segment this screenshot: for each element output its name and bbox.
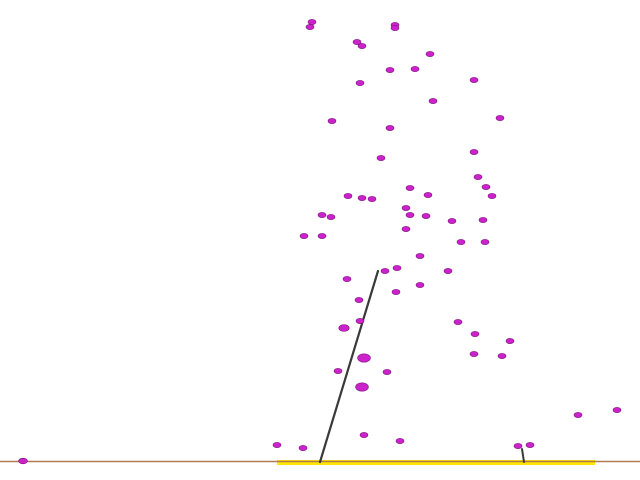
actors [318, 269, 525, 464]
particle [425, 51, 435, 57]
ground-pad [277, 460, 595, 465]
particle [317, 212, 327, 218]
particle [392, 265, 402, 271]
particle [473, 174, 483, 180]
particle [423, 192, 433, 198]
particle [367, 196, 377, 202]
particle [405, 185, 415, 191]
particle [487, 193, 497, 199]
particle [443, 268, 453, 274]
particle [352, 39, 362, 45]
particle [342, 276, 352, 282]
particle [357, 353, 371, 363]
particle [401, 205, 411, 211]
particle [305, 24, 315, 30]
particle [354, 297, 364, 303]
particle [480, 239, 490, 245]
particle [299, 233, 309, 239]
particle [453, 319, 463, 325]
particle [326, 214, 336, 220]
particle [470, 331, 480, 337]
particle [355, 382, 369, 392]
particle [385, 67, 395, 73]
particle [573, 412, 583, 418]
pole [318, 269, 380, 464]
particle [505, 338, 515, 344]
particle [18, 457, 28, 465]
particle [382, 369, 392, 375]
particle [338, 324, 350, 332]
particle [415, 282, 425, 288]
particle [355, 318, 365, 324]
particle [357, 195, 367, 201]
particle [327, 118, 337, 124]
particle [385, 125, 395, 131]
particle [272, 442, 282, 448]
particle [478, 217, 488, 223]
particle [405, 212, 415, 218]
particle [317, 233, 327, 239]
particle [415, 253, 425, 259]
particle-field [18, 19, 622, 465]
particle [357, 43, 367, 49]
particle [380, 268, 390, 274]
particle [410, 66, 420, 72]
marker-post [521, 448, 525, 463]
particle [343, 193, 353, 199]
particle [497, 353, 507, 359]
particle [495, 115, 505, 121]
particle [447, 218, 457, 224]
particle [421, 213, 431, 219]
particle [513, 443, 523, 449]
particle [355, 80, 365, 86]
particle [612, 407, 622, 413]
particle [456, 239, 466, 245]
particle [469, 77, 479, 83]
particle [428, 98, 438, 104]
particle [307, 19, 317, 25]
particle [481, 184, 491, 190]
particle [298, 445, 308, 451]
particle [391, 289, 401, 295]
particle [333, 368, 343, 374]
particle [390, 25, 400, 31]
particle [401, 226, 411, 232]
particle [469, 149, 479, 155]
particle [376, 155, 386, 161]
particle [395, 438, 405, 444]
particle [525, 442, 535, 448]
particle [469, 351, 479, 357]
particle [359, 432, 369, 438]
